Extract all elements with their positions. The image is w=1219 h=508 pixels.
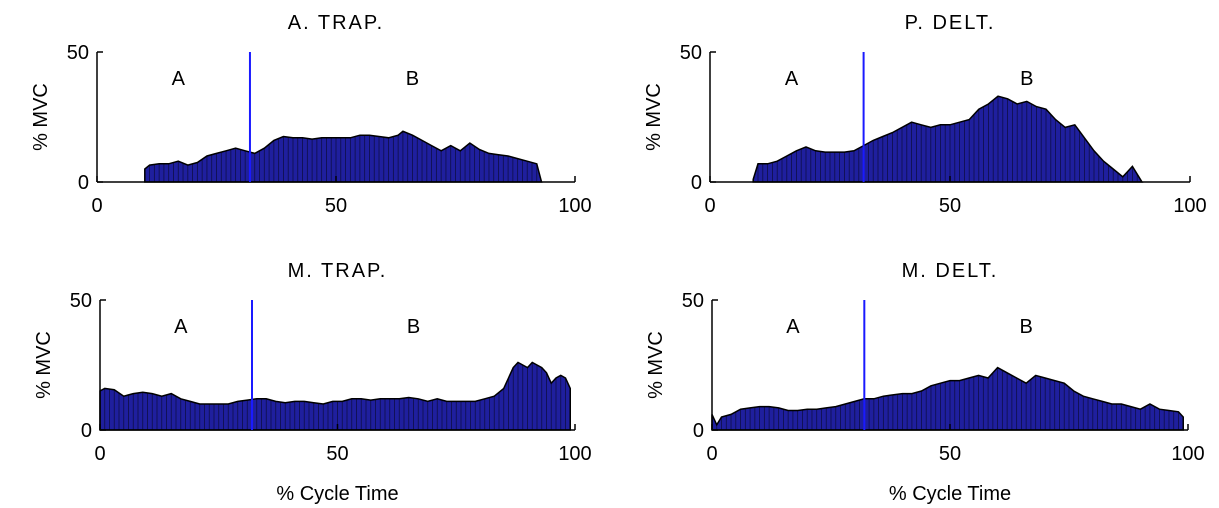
chart-panel-3: 0 50 100 0 50 A B M. TRAP. % MVC % Cycle Time bbox=[33, 260, 592, 505]
x-tick-label: 100 bbox=[1173, 195, 1206, 217]
y-tick-label: 50 bbox=[67, 42, 89, 64]
phase-label-a: A bbox=[172, 68, 186, 90]
phase-label-b: B bbox=[1020, 68, 1033, 90]
x-tick-label: 0 bbox=[94, 443, 105, 465]
y-axis-label: % MVC bbox=[643, 83, 665, 151]
x-tick-label: 100 bbox=[1171, 443, 1204, 465]
y-tick-label: 0 bbox=[693, 420, 704, 442]
x-tick-label: 0 bbox=[706, 443, 717, 465]
phase-label-a: A bbox=[174, 316, 188, 338]
chart-panel-1: 0 50 100 0 50 A B A. TRAP. % MVC bbox=[30, 12, 592, 217]
x-tick-label: 50 bbox=[325, 195, 347, 217]
y-axis-label: % MVC bbox=[645, 331, 667, 399]
chart-title: P. DELT. bbox=[905, 12, 996, 34]
phase-label-b: B bbox=[407, 316, 420, 338]
x-tick-label: 50 bbox=[939, 195, 961, 217]
y-tick-label: 50 bbox=[680, 42, 702, 64]
emg-hatch bbox=[752, 96, 1138, 182]
chart-panel-4: 0 50 100 0 50 A B M. DELT. % MVC % Cycle Time bbox=[645, 260, 1205, 505]
x-tick-label: 100 bbox=[558, 195, 591, 217]
emg-hatch bbox=[99, 362, 571, 430]
y-tick-label: 50 bbox=[70, 290, 92, 312]
phase-label-a: A bbox=[785, 68, 799, 90]
x-tick-label: 0 bbox=[704, 195, 715, 217]
emg-area bbox=[144, 130, 543, 183]
phase-label-a: A bbox=[786, 316, 800, 338]
y-tick-label: 50 bbox=[682, 290, 704, 312]
y-tick-label: 0 bbox=[81, 420, 92, 442]
phase-label-b: B bbox=[1019, 316, 1032, 338]
x-tick-label: 0 bbox=[91, 195, 102, 217]
chart-title: A. TRAP. bbox=[288, 12, 384, 34]
phase-label-b: B bbox=[406, 68, 419, 90]
x-tick-label: 50 bbox=[939, 443, 961, 465]
x-axis-label: % Cycle Time bbox=[889, 483, 1011, 505]
y-tick-label: 0 bbox=[78, 172, 89, 194]
chart-title: M. DELT. bbox=[902, 260, 999, 282]
chart-title: M. TRAP. bbox=[288, 260, 388, 282]
y-axis-label: % MVC bbox=[30, 83, 52, 151]
y-tick-label: 0 bbox=[691, 172, 702, 194]
emg-hatch bbox=[711, 367, 1184, 430]
chart-panel-2: 0 50 100 0 50 A B P. DELT. % MVC bbox=[643, 12, 1207, 217]
x-axis-label: % Cycle Time bbox=[276, 483, 398, 505]
emg-area bbox=[99, 361, 571, 431]
emg-area bbox=[752, 95, 1144, 183]
x-tick-label: 100 bbox=[558, 443, 591, 465]
y-axis-label: % MVC bbox=[33, 331, 55, 399]
x-tick-label: 50 bbox=[326, 443, 348, 465]
emg-area bbox=[711, 366, 1184, 431]
